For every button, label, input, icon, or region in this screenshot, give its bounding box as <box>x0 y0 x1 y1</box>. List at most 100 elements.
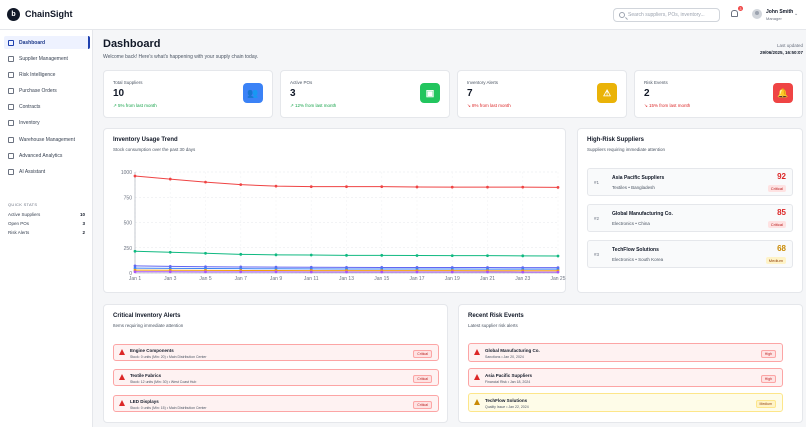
page-title: Dashboard <box>103 38 161 50</box>
cart-icon <box>8 87 14 94</box>
y-tick-label: 0 <box>129 271 132 277</box>
sidebar-item-label: Warehouse Management <box>19 136 75 143</box>
event-supplier-name: Global Manufacturing Co. <box>485 348 540 353</box>
y-tick-label: 500 <box>124 221 133 227</box>
high-risk-supplier-item[interactable]: #1 Asia Pacific Suppliers Textiles • Ban… <box>587 168 793 196</box>
sidebar-item-advanced-analytics[interactable]: Advanced Analytics <box>4 149 90 162</box>
risk-score: 68 <box>777 244 786 253</box>
stat-card-inventory-alerts[interactable]: Inventory Alerts 7 ↘ 8% from last month … <box>457 70 627 118</box>
quick-stat-value: 10 <box>79 212 85 217</box>
supplier-name: Global Manufacturing Co. <box>612 211 673 217</box>
users-icon <box>8 55 14 62</box>
alert-item-meta: Stock: 0 units (Min: 20) • Main Distribu… <box>130 355 207 359</box>
search-icon <box>619 12 625 18</box>
critical-inventory-alerts-card: Critical Inventory Alerts Items requirin… <box>103 304 448 423</box>
event-supplier-name: Asia Pacific Suppliers <box>485 373 533 378</box>
card-title: Inventory Usage Trend <box>113 137 178 143</box>
x-tick-label: Jan 11 <box>304 276 319 282</box>
event-meta: Sanctions • Jan 20, 2024 <box>485 355 524 359</box>
recent-risk-events-card: Recent Risk Events Latest supplier risk … <box>458 304 803 423</box>
stat-card-risk-events[interactable]: Risk Events 2 ↘ 15% from last month 🔔 <box>634 70 803 118</box>
search-input[interactable] <box>628 10 718 20</box>
warning-icon: ⚠ <box>597 83 617 103</box>
warning-icon <box>119 400 125 406</box>
user-name[interactable]: John Smith <box>766 9 794 15</box>
risk-level-badge: Medium <box>765 257 786 264</box>
sidebar-item-risk-intelligence[interactable]: Risk Intelligence <box>4 68 90 81</box>
quick-stat-label: Risk Alerts <box>8 230 30 235</box>
sidebar-item-inventory[interactable]: Inventory <box>4 116 90 129</box>
high-risk-supplier-item[interactable]: #2 Global Manufacturing Co. Electronics … <box>587 204 793 232</box>
notification-bell-icon[interactable] <box>731 10 738 17</box>
stat-label: Active POs <box>290 80 313 85</box>
data-point <box>450 254 454 258</box>
user-menu-chevron-icon[interactable]: ⌄ <box>794 11 799 17</box>
sidebar-item-purchase-orders[interactable]: Purchase Orders <box>4 84 90 97</box>
stat-card-total-suppliers[interactable]: Total Suppliers 10 ↗ 5% from last month … <box>103 70 273 118</box>
sidebar-item-label: Risk Intelligence <box>19 71 56 78</box>
data-point <box>133 266 137 270</box>
x-tick-label: Jan 21 <box>480 276 495 282</box>
x-tick-label: Jan 19 <box>445 276 460 282</box>
data-point <box>380 270 384 274</box>
x-tick-label: Jan 25 <box>550 276 565 282</box>
sidebar-item-dashboard[interactable]: Dashboard <box>4 36 90 49</box>
warning-icon <box>474 399 480 405</box>
data-point <box>133 270 137 274</box>
data-point <box>450 185 454 189</box>
supplier-name: TechFlow Solutions <box>612 247 659 253</box>
brand-name[interactable]: ChainSight <box>25 9 73 19</box>
notification-count-badge: 3 <box>738 6 743 11</box>
stat-label: Risk Events <box>644 80 668 85</box>
supplier-name: Asia Pacific Suppliers <box>612 175 665 181</box>
warning-icon <box>474 374 480 380</box>
data-point <box>380 253 384 257</box>
data-point <box>274 184 278 188</box>
risk-level-badge: Critical <box>767 185 786 192</box>
data-point <box>415 185 419 189</box>
risk-event-row[interactable]: Asia Pacific Suppliers Financial Risk • … <box>468 368 783 387</box>
sidebar-item-label: Dashboard <box>19 39 46 46</box>
user-avatar[interactable] <box>752 9 762 19</box>
x-tick-label: Jan 3 <box>164 276 176 282</box>
sidebar-item-warehouse-management[interactable]: Warehouse Management <box>4 133 90 146</box>
sidebar-item-contracts[interactable]: Contracts <box>4 100 90 113</box>
event-meta: Financial Risk • Jan 18, 2024 <box>485 380 531 384</box>
inventory-alert-row[interactable]: Engine Components Stock: 0 units (Min: 2… <box>113 344 439 361</box>
stat-label: Inventory Alerts <box>467 80 499 85</box>
risk-event-row[interactable]: Global Manufacturing Co. Sanctions • Jan… <box>468 343 783 362</box>
risk-event-row[interactable]: TechFlow Solutions Quality Issue • Jan 2… <box>468 393 783 412</box>
box-icon <box>8 119 14 126</box>
last-updated-label: Last updated <box>776 43 803 48</box>
card-subtitle: Latest supplier risk alerts <box>468 323 518 328</box>
event-severity-badge: High <box>760 350 776 358</box>
chainsight-logo-icon[interactable]: b <box>7 8 20 21</box>
card-title: Critical Inventory Alerts <box>113 313 181 319</box>
inventory-trend-card: Inventory Usage Trend Stock consumption … <box>103 128 566 293</box>
package-icon: ▣ <box>420 83 440 103</box>
data-point <box>556 185 560 189</box>
event-severity-badge: Medium <box>755 400 776 408</box>
top-bar: b ChainSight 3 John Smith Manager ⌄ <box>0 0 806 30</box>
sidebar-item-ai-assistant[interactable]: AI Assistant <box>4 165 90 178</box>
data-point <box>345 253 348 257</box>
quick-stat-row: Risk Alerts 2 <box>8 230 85 235</box>
inventory-alert-row[interactable]: Textile Fabrics Stock: 12 units (Min: 30… <box>113 369 439 386</box>
stat-trend: ↘ 8% from last month <box>467 103 511 108</box>
high-risk-supplier-item[interactable]: #3 TechFlow Solutions Electronics • Sout… <box>587 240 793 268</box>
stat-value: 3 <box>290 88 296 99</box>
sidebar-item-supplier-management[interactable]: Supplier Management <box>4 52 90 65</box>
data-point <box>168 270 172 274</box>
search-box[interactable] <box>613 8 720 22</box>
card-subtitle: Items requiring immediate attention <box>113 323 184 328</box>
stat-card-active-pos[interactable]: Active POs 3 ↗ 12% from last month ▣ <box>280 70 450 118</box>
sidebar: Dashboard Supplier Management Risk Intel… <box>0 30 93 427</box>
data-point <box>239 270 243 274</box>
supplier-rank: #1 <box>594 180 600 185</box>
data-point <box>309 270 313 274</box>
data-point <box>415 270 419 274</box>
inventory-alert-row[interactable]: LED Displays Stock: 0 units (Min: 15) • … <box>113 395 439 412</box>
alert-item-name: LED Displays <box>130 399 159 404</box>
data-point <box>345 270 348 274</box>
stat-trend: ↗ 12% from last month <box>290 103 337 108</box>
